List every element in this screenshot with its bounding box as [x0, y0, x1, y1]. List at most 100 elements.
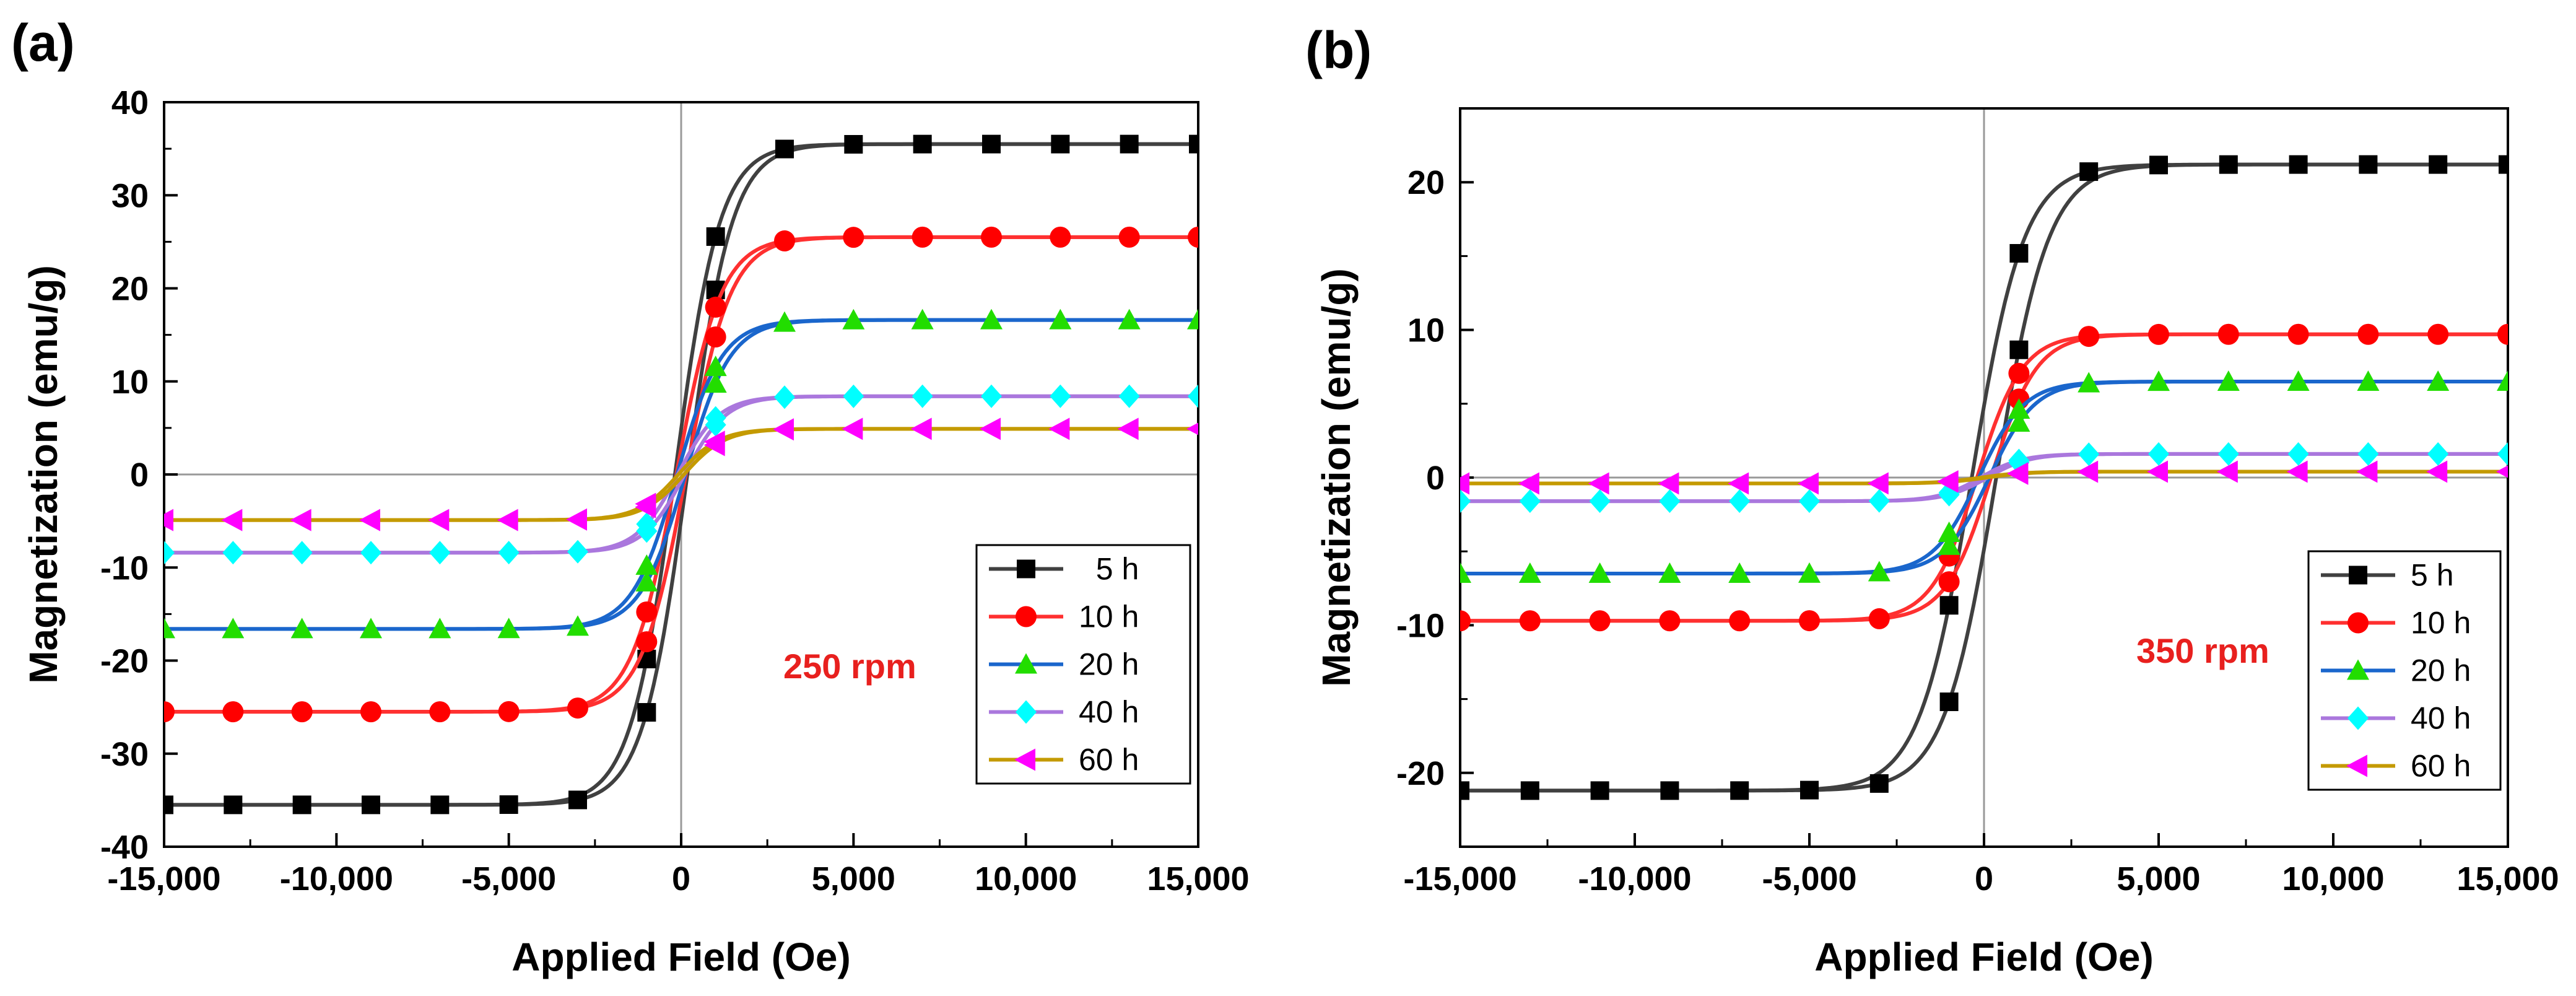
data-point [981, 384, 1002, 408]
data-point [222, 618, 245, 639]
y-tick-label: -20 [100, 643, 149, 680]
data-point [291, 541, 313, 565]
y-tick-label: 20 [1408, 164, 1445, 201]
data-point [843, 227, 864, 248]
series-line-descending [164, 394, 1198, 555]
legend-marker [2348, 612, 2369, 634]
data-point [1050, 384, 1071, 408]
data-point [842, 417, 863, 440]
data-point [1590, 781, 1609, 800]
data-point [2496, 465, 2508, 478]
data-point [360, 541, 381, 565]
data-point [2287, 442, 2309, 466]
data-point [362, 795, 380, 815]
data-point [1117, 417, 1139, 440]
data-point [843, 384, 864, 408]
series-5h [1460, 155, 2508, 800]
series-5h [164, 134, 1198, 815]
data-point [2217, 370, 2240, 391]
data-point [2426, 460, 2448, 483]
data-point [222, 541, 244, 565]
data-point [1659, 489, 1681, 513]
data-point [911, 308, 934, 330]
data-point [1589, 489, 1611, 513]
data-point [1188, 384, 1198, 408]
legend-marker [1016, 606, 1037, 627]
data-point [1520, 781, 1539, 800]
speed-annotation: 250 rpm [783, 647, 916, 686]
data-point [497, 509, 518, 531]
legend-marker [2346, 754, 2367, 777]
series-line-descending [164, 318, 1198, 631]
y-tick-label: 0 [130, 456, 149, 494]
chart-panel-1: (a) -15,000 -10,000 -5,000 0 5,000 10,000 15,00… [11, 14, 1250, 979]
y-tick-label: 30 [111, 177, 149, 214]
data-point [359, 509, 380, 531]
data-point [2219, 155, 2238, 174]
data-point [912, 226, 933, 248]
series-60h [164, 417, 1198, 531]
data-point [497, 618, 520, 639]
data-point [1589, 610, 1611, 632]
panel-label: (b) [1305, 21, 1372, 79]
y-tick-label: 20 [111, 271, 149, 308]
y-tick-label: -10 [1396, 607, 1445, 644]
data-point [430, 795, 450, 815]
data-point [2357, 323, 2379, 345]
y-axis-title: Magnetization (emu/g) [1314, 268, 1359, 687]
y-tick-label: 0 [1426, 460, 1445, 497]
series-40h [164, 384, 1198, 565]
data-point [1939, 692, 1959, 712]
data-point [980, 417, 1001, 440]
data-point [1728, 562, 1751, 583]
data-point [1588, 562, 1611, 583]
data-point [635, 492, 656, 515]
data-point [2497, 370, 2508, 391]
data-point [1588, 472, 1609, 495]
data-point [1187, 308, 1198, 330]
data-point [2078, 372, 2100, 393]
data-point [1798, 562, 1821, 583]
legend-label: 60 h [1079, 743, 1139, 777]
data-point [2427, 323, 2449, 345]
legend-marker [1014, 748, 1035, 771]
data-point [1938, 534, 1960, 555]
data-point [2497, 442, 2508, 466]
y-axis-title: Magnetization (emu/g) [21, 265, 66, 684]
data-point [1460, 610, 1471, 632]
data-point [705, 413, 726, 437]
data-point [1867, 472, 1889, 495]
panel-label: (a) [11, 14, 75, 72]
data-point [706, 227, 725, 246]
data-point [1938, 521, 1960, 542]
data-point [1186, 422, 1198, 435]
data-point [1658, 562, 1681, 583]
legend-label: 60 h [2411, 749, 2471, 784]
data-point [1460, 562, 1471, 583]
data-point [2077, 460, 2099, 483]
data-point [2009, 243, 2029, 263]
data-point [1658, 472, 1679, 495]
data-point [704, 356, 727, 377]
data-point [636, 631, 658, 653]
data-point [2148, 323, 2169, 345]
data-point [224, 795, 243, 815]
x-axis-title: Applied Field (Oe) [1814, 935, 2154, 979]
data-point [360, 701, 381, 723]
y-tick-label: -10 [100, 549, 149, 587]
series-line-descending [164, 427, 1198, 522]
data-point [2147, 370, 2170, 391]
legend-label: 20 h [1079, 647, 1139, 682]
data-point [1460, 472, 1469, 495]
data-point [1050, 226, 1071, 248]
data-point [1049, 308, 1072, 330]
legend: 5 h 10 h 20 h 40 h 60 h [2307, 550, 2502, 791]
series-10h [164, 226, 1198, 723]
data-point [2357, 442, 2379, 466]
data-point [2427, 442, 2449, 466]
data-point [636, 512, 658, 536]
data-point [2078, 326, 2100, 347]
data-point [292, 795, 311, 815]
x-tick-label: 5,000 [2117, 860, 2200, 898]
